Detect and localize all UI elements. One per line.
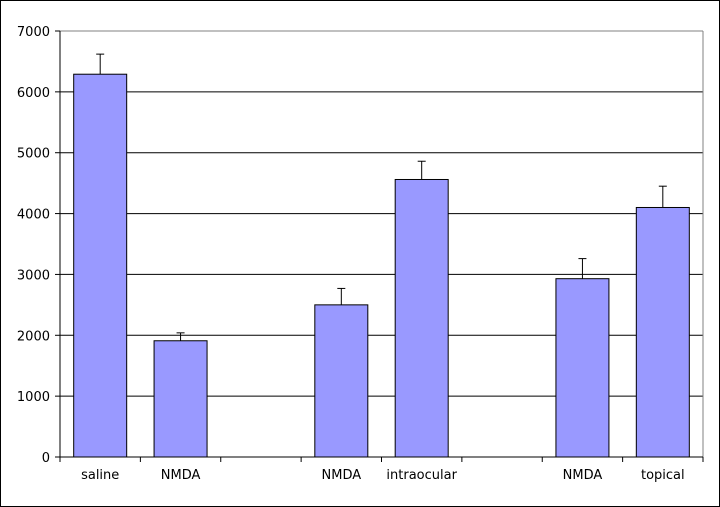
bar (153, 340, 208, 458)
bars (73, 73, 690, 458)
x-tick-label: topical (641, 468, 685, 483)
y-tick-label: 4000 (17, 208, 50, 223)
x-tick-label: NMDA (322, 468, 362, 483)
y-tick-label: 5000 (17, 147, 50, 162)
x-tick-label: saline (81, 468, 119, 483)
y-tick-label: 2000 (17, 329, 50, 344)
y-tick-label: 6000 (17, 86, 50, 101)
y-tick-label: 1000 (17, 390, 50, 405)
y-tick-labels: 0 1000 2000 3000 4000 5000 6000 7000 (17, 25, 50, 466)
x-tick-label: NMDA (161, 468, 201, 483)
bar (73, 73, 128, 458)
y-tick-label: 3000 (17, 268, 50, 283)
y-tick-label: 0 (42, 451, 50, 466)
axes (55, 30, 704, 462)
bar (394, 178, 449, 458)
bar (635, 206, 690, 458)
x-tick-labels: saline NMDA NMDA intraocular NMDA topical (81, 468, 685, 483)
bar (314, 304, 369, 458)
error-bars (96, 53, 667, 341)
x-tick-label: NMDA (563, 468, 603, 483)
y-tick-label: 7000 (17, 25, 50, 40)
bar (555, 278, 610, 458)
x-tick-label: intraocular (386, 468, 457, 483)
